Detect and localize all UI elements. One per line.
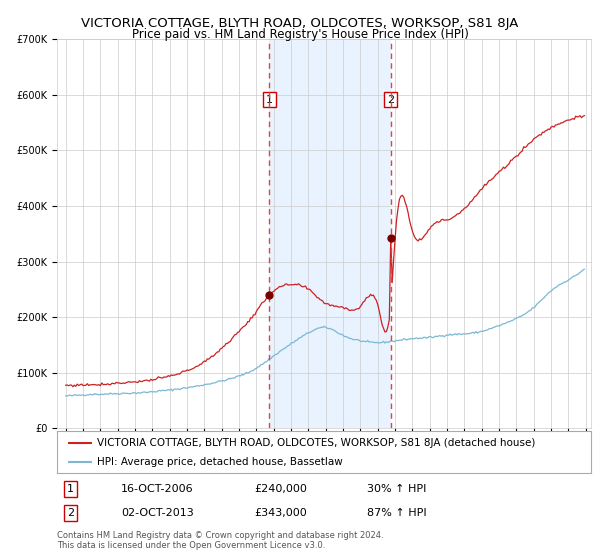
Text: 2: 2 — [67, 508, 74, 518]
Text: 30% ↑ HPI: 30% ↑ HPI — [367, 484, 426, 494]
Text: Contains HM Land Registry data © Crown copyright and database right 2024.
This d: Contains HM Land Registry data © Crown c… — [57, 531, 383, 550]
Text: 1: 1 — [67, 484, 74, 494]
Text: VICTORIA COTTAGE, BLYTH ROAD, OLDCOTES, WORKSOP, S81 8JA (detached house): VICTORIA COTTAGE, BLYTH ROAD, OLDCOTES, … — [97, 437, 535, 447]
Text: 87% ↑ HPI: 87% ↑ HPI — [367, 508, 427, 518]
Text: 1: 1 — [266, 95, 273, 105]
Text: VICTORIA COTTAGE, BLYTH ROAD, OLDCOTES, WORKSOP, S81 8JA: VICTORIA COTTAGE, BLYTH ROAD, OLDCOTES, … — [82, 17, 518, 30]
Text: 2: 2 — [387, 95, 394, 105]
Text: 02-OCT-2013: 02-OCT-2013 — [121, 508, 194, 518]
Text: 16-OCT-2006: 16-OCT-2006 — [121, 484, 194, 494]
Text: £343,000: £343,000 — [254, 508, 307, 518]
Bar — [269, 39, 391, 428]
Text: Price paid vs. HM Land Registry's House Price Index (HPI): Price paid vs. HM Land Registry's House … — [131, 28, 469, 41]
Text: £240,000: £240,000 — [254, 484, 307, 494]
Text: HPI: Average price, detached house, Bassetlaw: HPI: Average price, detached house, Bass… — [97, 457, 343, 467]
